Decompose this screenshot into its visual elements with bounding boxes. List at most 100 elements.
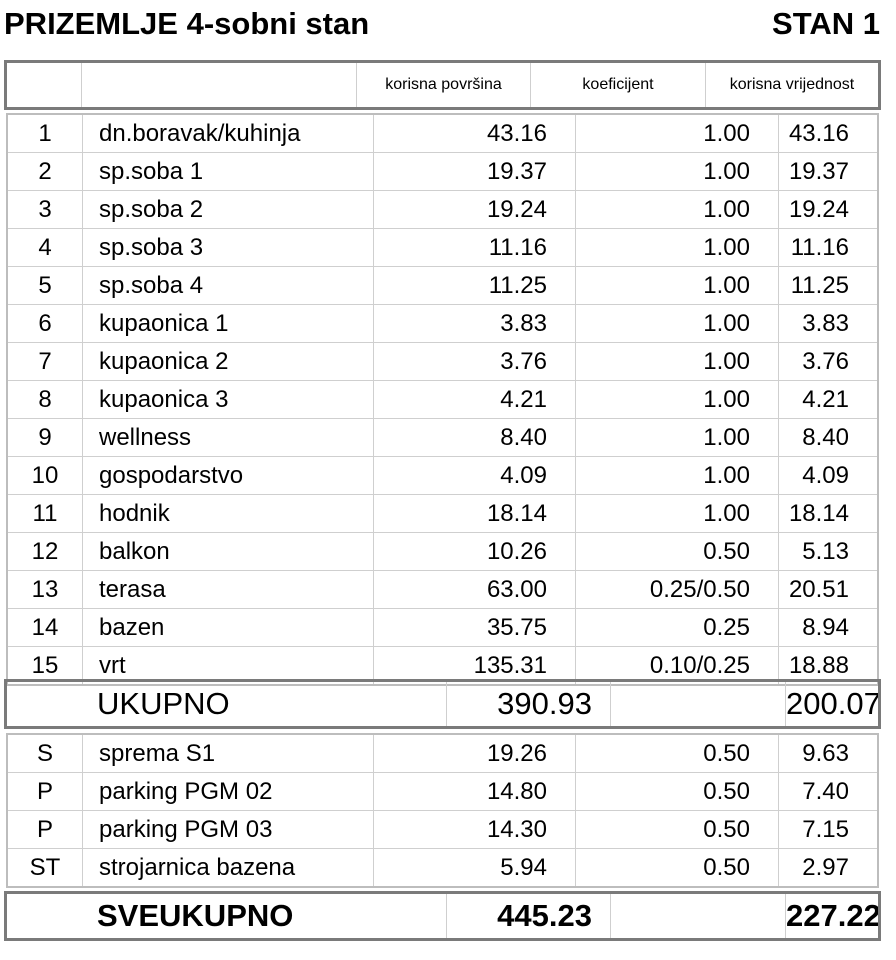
row-number: ST — [6, 848, 83, 888]
table-row: 10 gospodarstvo 4.09 1.00 4.09 — [6, 456, 879, 495]
area: 19.37 — [373, 152, 576, 191]
room-name: sp.soba 4 — [82, 266, 374, 305]
rooms-table: 1 dn.boravak/kuhinja 43.16 1.00 43.16 2 sp.sob… — [6, 113, 879, 686]
value: 7.40 — [778, 772, 879, 811]
row-number: 6 — [6, 304, 83, 343]
area: 4.09 — [373, 456, 576, 495]
header-cell: korisna površina — [356, 62, 531, 108]
row-number: 12 — [6, 532, 83, 571]
coefficient: 0.25 — [575, 608, 779, 647]
row-number: 13 — [6, 570, 83, 609]
value: 4.21 — [778, 380, 879, 419]
coefficient: 1.00 — [575, 380, 779, 419]
ukupno-value: 200.07 — [785, 681, 881, 727]
row-number: 5 — [6, 266, 83, 305]
sveukupno-row: SVEUKUPNO 445.23 227.22 — [6, 893, 881, 939]
table-row: 11 hodnik 18.14 1.00 18.14 — [6, 494, 879, 533]
room-name: wellness — [82, 418, 374, 457]
row-number: 7 — [6, 342, 83, 381]
area: 14.80 — [373, 772, 576, 811]
page-title: PRIZEMLJE 4-sobni stan — [4, 6, 370, 41]
header-row: korisna površina koeficijent korisna vri… — [6, 62, 879, 108]
value: 8.94 — [778, 608, 879, 647]
coefficient: 1.00 — [575, 456, 779, 495]
value: 20.51 — [778, 570, 879, 609]
room-name: balkon — [82, 532, 374, 571]
header-cell: korisna vrijednost — [705, 62, 879, 108]
row-number: 3 — [6, 190, 83, 229]
value: 19.37 — [778, 152, 879, 191]
table-row: 7 kupaonica 2 3.76 1.00 3.76 — [6, 342, 879, 381]
coefficient: 1.00 — [575, 494, 779, 533]
room-name: vrt — [82, 646, 374, 686]
row-number: 9 — [6, 418, 83, 457]
area: 18.14 — [373, 494, 576, 533]
area: 19.26 — [373, 733, 576, 773]
value: 18.88 — [778, 646, 879, 686]
area: 5.94 — [373, 848, 576, 888]
coefficient: 0.50 — [575, 848, 779, 888]
area: 43.16 — [373, 113, 576, 153]
header-cell — [81, 62, 357, 108]
table-row: 6 kupaonica 1 3.83 1.00 3.83 — [6, 304, 879, 343]
sveukupno-table: SVEUKUPNO 445.23 227.22 — [4, 891, 881, 941]
row-number: S — [6, 733, 83, 773]
area: 14.30 — [373, 810, 576, 849]
table-row: 4 sp.soba 3 11.16 1.00 11.16 — [6, 228, 879, 267]
row-number: 11 — [6, 494, 83, 533]
table-row: 14 bazen 35.75 0.25 8.94 — [6, 608, 879, 647]
area: 11.25 — [373, 266, 576, 305]
empty-cell — [610, 893, 786, 939]
value: 7.15 — [778, 810, 879, 849]
room-name: strojarnica bazena — [82, 848, 374, 888]
table-row: 8 kupaonica 3 4.21 1.00 4.21 — [6, 380, 879, 419]
area: 8.40 — [373, 418, 576, 457]
value: 4.09 — [778, 456, 879, 495]
coefficient: 1.00 — [575, 190, 779, 229]
area: 3.76 — [373, 342, 576, 381]
header-table: korisna površina koeficijent korisna vri… — [4, 60, 881, 110]
table-row: 9 wellness 8.40 1.00 8.40 — [6, 418, 879, 457]
empty-cell — [610, 681, 786, 727]
ukupno-row: UKUPNO 390.93 200.07 — [6, 681, 881, 727]
row-number: 1 — [6, 113, 83, 153]
row-number: P — [6, 772, 83, 811]
value: 11.16 — [778, 228, 879, 267]
row-number: 14 — [6, 608, 83, 647]
row-number: 2 — [6, 152, 83, 191]
area: 11.16 — [373, 228, 576, 267]
coefficient: 1.00 — [575, 113, 779, 153]
ukupno-area: 390.93 — [446, 681, 611, 727]
table-row: 12 balkon 10.26 0.50 5.13 — [6, 532, 879, 571]
room-name: parking PGM 02 — [82, 772, 374, 811]
room-name: sp.soba 3 — [82, 228, 374, 267]
ukupno-label: UKUPNO — [6, 681, 447, 727]
coefficient: 0.50 — [575, 532, 779, 571]
coefficient: 1.00 — [575, 304, 779, 343]
room-name: parking PGM 03 — [82, 810, 374, 849]
table-row: 15 vrt 135.31 0.10/0.25 18.88 — [6, 646, 879, 686]
row-number: 10 — [6, 456, 83, 495]
room-name: terasa — [82, 570, 374, 609]
coefficient: 0.25/0.50 — [575, 570, 779, 609]
area: 63.00 — [373, 570, 576, 609]
room-name: dn.boravak/kuhinja — [82, 113, 374, 153]
value: 3.83 — [778, 304, 879, 343]
room-name: gospodarstvo — [82, 456, 374, 495]
header-cell — [6, 62, 82, 108]
room-name: sp.soba 1 — [82, 152, 374, 191]
coefficient: 1.00 — [575, 152, 779, 191]
value: 18.14 — [778, 494, 879, 533]
row-number: P — [6, 810, 83, 849]
coefficient: 0.50 — [575, 772, 779, 811]
room-name: kupaonica 1 — [82, 304, 374, 343]
coefficient: 1.00 — [575, 418, 779, 457]
apartment-label: STAN 1 — [772, 6, 880, 41]
area: 4.21 — [373, 380, 576, 419]
header-cell: koeficijent — [530, 62, 706, 108]
coefficient: 1.00 — [575, 266, 779, 305]
area: 19.24 — [373, 190, 576, 229]
value: 19.24 — [778, 190, 879, 229]
table-row: 2 sp.soba 1 19.37 1.00 19.37 — [6, 152, 879, 191]
